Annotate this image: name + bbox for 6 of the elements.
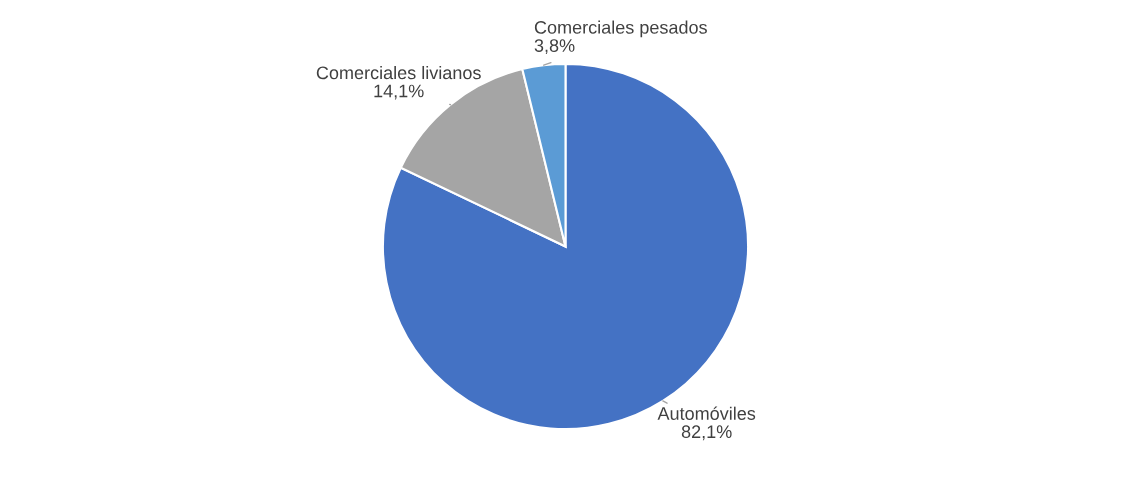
data-label: 82,1% <box>681 425 732 441</box>
slice-label: Comerciales livianos <box>316 65 481 80</box>
slice-label: Automóviles <box>657 406 756 420</box>
slice-label: Comerciales pesados <box>534 20 707 38</box>
data-label: 14,1% <box>374 84 424 100</box>
data-label: 3,8% <box>534 39 575 55</box>
